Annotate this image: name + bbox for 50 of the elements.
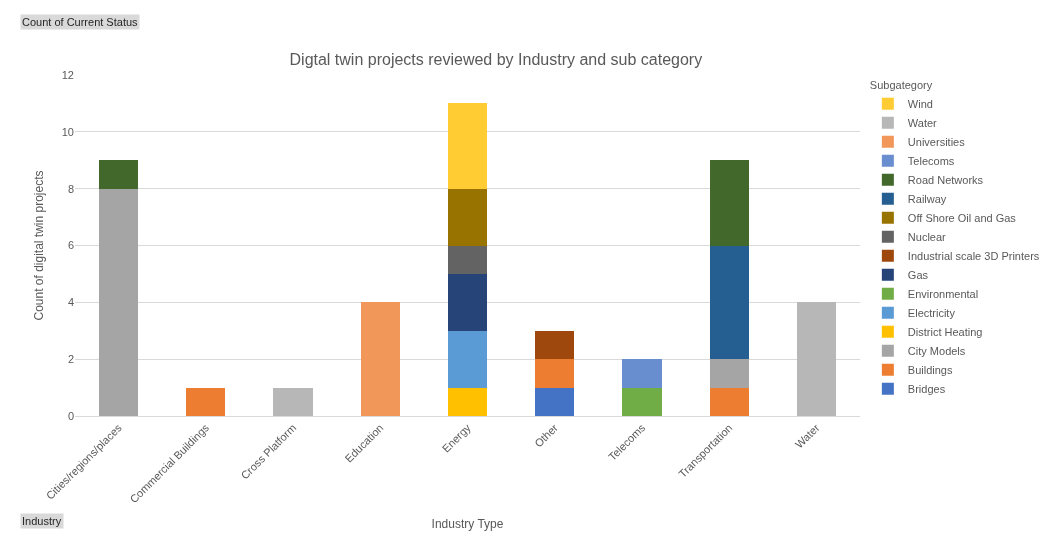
- legend-label: City Models: [907, 345, 966, 358]
- legend-label: Universities: [907, 136, 966, 149]
- y-tick-label: 4: [67, 296, 74, 309]
- y-tick-label: 6: [67, 239, 74, 252]
- bar: [447, 387, 488, 416]
- legend-title: Subgategory: [869, 79, 933, 92]
- y-axis-title: Count of digital twin projects: [32, 170, 47, 321]
- bar: [796, 302, 837, 416]
- legend-label: Buildings: [907, 364, 953, 377]
- bar: [98, 160, 139, 189]
- legend-label: Railway: [907, 193, 947, 206]
- bar: [447, 188, 488, 246]
- bar: [709, 387, 749, 416]
- y-tick-label: 8: [67, 182, 74, 195]
- legend-label: Telecoms: [907, 155, 955, 168]
- y-tick-label: 0: [67, 409, 74, 422]
- legend-label: District Heating: [907, 326, 983, 339]
- bar: [360, 302, 400, 416]
- bar: [535, 330, 575, 360]
- x-axis-title: Industry Type: [431, 517, 504, 532]
- text: Count of Current Status: [22, 16, 139, 28]
- bar: [447, 273, 488, 331]
- legend-label: Gas: [907, 269, 929, 282]
- bar: [622, 387, 662, 416]
- bar: [447, 330, 488, 388]
- legend-label: Off Shore Oil and Gas: [907, 212, 1017, 225]
- text: Industry: [22, 515, 62, 527]
- y-tick-label: 2: [67, 353, 74, 366]
- bar: [709, 245, 749, 360]
- chart-title: Digtal twin projects reviewed by Industry and sub category: [289, 51, 703, 69]
- bar: [535, 387, 575, 416]
- legend-label: Bridges: [907, 383, 946, 396]
- bar: [622, 359, 662, 388]
- legend-label: Electricity: [907, 307, 956, 320]
- bar: [535, 359, 575, 388]
- y-tick-label: 10: [61, 125, 74, 138]
- legend-label: Road Networks: [907, 174, 984, 187]
- bar: [447, 103, 488, 189]
- legend-label: Environmental: [907, 288, 979, 301]
- bar: [186, 387, 226, 416]
- bar: [709, 160, 749, 246]
- bar: [98, 188, 139, 416]
- y-tick-label: 12: [61, 68, 74, 81]
- legend-label: Industrial scale 3D Printers: [907, 250, 1040, 263]
- bar: [447, 245, 488, 274]
- legend-label: Water: [907, 117, 938, 130]
- bar: [273, 387, 313, 416]
- bar: [709, 359, 749, 388]
- legend-label: Nuclear: [907, 231, 947, 244]
- legend-label: Wind: [907, 98, 933, 111]
